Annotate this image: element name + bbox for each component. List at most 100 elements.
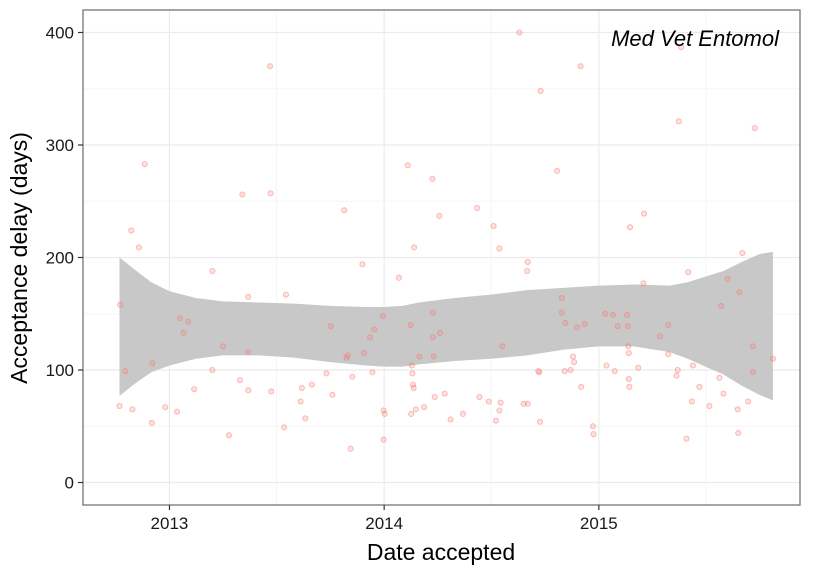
data-point	[411, 244, 418, 251]
data-point	[408, 410, 415, 417]
data-point	[537, 88, 544, 95]
data-point	[380, 407, 387, 414]
y-tick-label: 0	[65, 474, 74, 493]
data-point	[349, 373, 356, 380]
data-point	[245, 387, 252, 394]
data-point	[577, 63, 584, 70]
data-point	[675, 118, 682, 125]
data-point	[209, 267, 216, 274]
data-point	[117, 301, 124, 308]
data-point	[624, 323, 631, 330]
data-point	[441, 390, 448, 397]
data-point	[219, 343, 226, 350]
data-point	[665, 321, 672, 328]
data-point	[683, 435, 690, 442]
data-point	[625, 343, 632, 350]
data-point	[520, 400, 527, 407]
data-point	[524, 400, 531, 407]
y-tick-label: 100	[46, 361, 74, 380]
data-point	[657, 333, 664, 340]
data-point	[625, 375, 632, 382]
y-tick-label: 200	[46, 249, 74, 268]
data-point	[308, 381, 315, 388]
data-point	[627, 224, 634, 231]
y-tick-label: 300	[46, 136, 74, 155]
data-point	[673, 372, 680, 379]
data-point	[225, 432, 232, 439]
data-point	[410, 384, 417, 391]
data-point	[347, 445, 354, 452]
data-point	[562, 319, 569, 326]
data-point	[665, 351, 672, 358]
data-point	[341, 207, 348, 214]
data-point	[496, 407, 503, 414]
data-point	[282, 291, 289, 298]
data-point	[116, 402, 123, 409]
data-point	[281, 424, 288, 431]
data-point	[485, 398, 492, 405]
data-point	[739, 249, 746, 256]
data-point	[329, 391, 336, 398]
data-point	[567, 366, 574, 373]
data-point	[614, 323, 621, 330]
data-point	[554, 167, 561, 174]
data-point	[603, 362, 610, 369]
grid-lines	[83, 10, 800, 505]
data-point	[718, 302, 725, 309]
data-point	[497, 399, 504, 406]
annotation-label: Med Vet Entomol	[611, 26, 780, 51]
data-point	[611, 368, 618, 375]
data-point	[610, 311, 617, 318]
x-tick-label: 2014	[365, 514, 403, 533]
data-point	[716, 374, 723, 381]
data-point	[162, 404, 169, 411]
data-point	[302, 415, 309, 422]
data-point	[688, 398, 695, 405]
data-point	[720, 390, 727, 397]
data-point	[590, 431, 597, 438]
data-point	[421, 404, 428, 411]
data-point	[245, 293, 252, 300]
data-point	[602, 310, 609, 317]
data-point	[369, 369, 376, 376]
data-point	[371, 326, 378, 333]
data-point	[640, 280, 647, 287]
data-point	[209, 366, 216, 373]
data-point	[323, 370, 330, 377]
data-point	[516, 29, 523, 36]
data-point	[571, 359, 578, 366]
data-point	[174, 408, 181, 415]
data-point	[129, 406, 136, 413]
data-point	[298, 384, 305, 391]
data-points	[116, 29, 776, 452]
data-point	[561, 368, 568, 375]
data-point	[430, 353, 437, 360]
data-point	[581, 320, 588, 327]
data-point	[361, 350, 368, 357]
data-point	[135, 244, 142, 251]
data-point	[180, 329, 187, 336]
data-point	[344, 352, 351, 359]
data-point	[490, 222, 497, 229]
x-axis: 2013 2014 2015	[151, 505, 618, 533]
data-point	[431, 393, 438, 400]
data-point	[429, 334, 436, 341]
data-point	[379, 312, 386, 319]
data-point	[689, 362, 696, 369]
y-axis: 0 100 200 300 400	[46, 24, 83, 493]
x-tick-label: 2013	[151, 514, 189, 533]
data-point	[537, 418, 544, 425]
x-tick-label: 2015	[580, 514, 618, 533]
data-point	[459, 410, 466, 417]
data-point	[245, 348, 252, 355]
data-point	[736, 289, 743, 296]
data-point	[558, 309, 565, 316]
data-point	[685, 269, 692, 276]
data-point	[635, 364, 642, 371]
data-point	[408, 362, 415, 369]
data-point	[474, 204, 481, 211]
data-point	[678, 44, 685, 51]
data-point	[496, 245, 503, 252]
data-point	[696, 383, 703, 390]
data-point	[749, 369, 756, 376]
